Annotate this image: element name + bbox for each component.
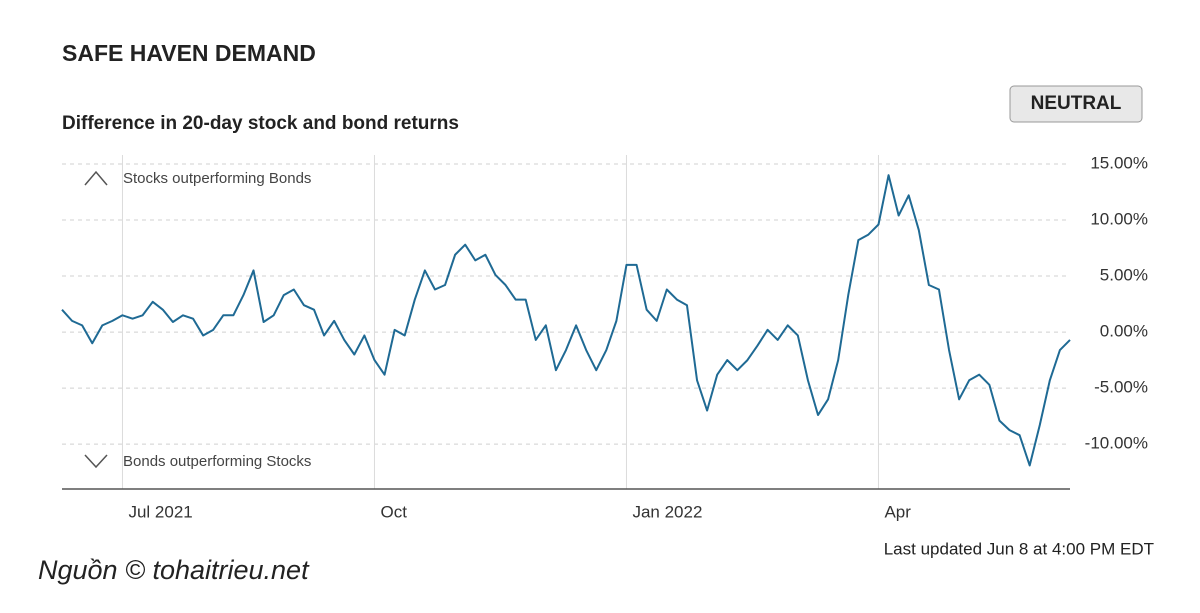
chart-subtitle: Difference in 20-day stock and bond retu… [62,113,459,134]
x-tick-label: Oct [380,502,407,521]
x-tick-label: Apr [884,502,911,521]
y-tick-label: 10.00% [1090,209,1148,228]
source: Nguồn © tohaitrieu.net [38,555,310,585]
annotation: Bonds outperforming Stocks [123,453,311,470]
annotation: Stocks outperforming Bonds [123,170,311,187]
up-chevron [84,170,108,186]
y-tick-label: 15.00% [1090,153,1148,172]
x-tick-label: Jul 2021 [128,502,192,521]
down-chevron [84,454,108,469]
footnote: Last updated Jun 8 at 4:00 PM EDT [884,539,1154,558]
chart-title: SAFE HAVEN DEMAND [62,40,316,66]
x-tick-label: Jan 2022 [632,502,702,521]
y-tick-label: 0.00% [1100,322,1148,341]
y-tick-label: -5.00% [1094,378,1148,397]
y-tick-label: 5.00% [1100,266,1148,285]
badge-box [1009,85,1143,123]
badge: NEUTRAL [1031,93,1122,114]
y-tick-label: -10.00% [1085,434,1148,453]
line [61,174,1071,467]
